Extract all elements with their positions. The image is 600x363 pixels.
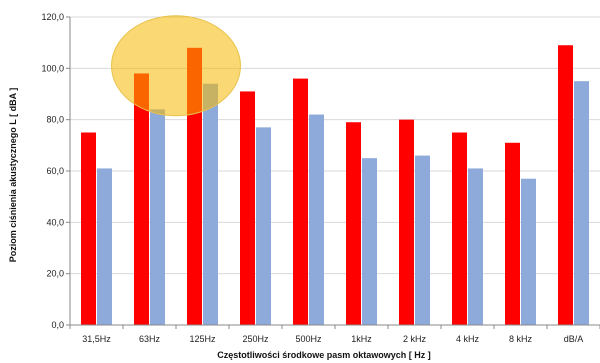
bar-series-2 <box>574 81 589 326</box>
bar-series-1 <box>81 132 96 325</box>
y-tick-label: 60,0 <box>46 166 64 176</box>
y-tick-label: 20,0 <box>46 269 64 279</box>
bar-series-2 <box>256 127 271 325</box>
x-tick-label: 31,5Hz <box>82 334 111 344</box>
bar-series-2 <box>362 158 377 325</box>
bar-series-1 <box>240 91 255 325</box>
y-tick-label: 120,0 <box>41 12 64 22</box>
bar-series-1 <box>399 119 414 326</box>
highlight-ellipse <box>111 15 241 117</box>
bar-series-1 <box>558 45 573 325</box>
y-tick-label: 100,0 <box>41 63 64 73</box>
bar-series-2 <box>521 178 536 325</box>
x-tick-label: dB/A <box>564 334 584 344</box>
bar-series-1 <box>134 73 149 325</box>
bar-series-1 <box>187 47 202 326</box>
axes <box>66 16 600 329</box>
y-tick-label: 80,0 <box>46 115 64 125</box>
y-tick-label: 0,0 <box>51 320 64 330</box>
bar-series-1 <box>346 122 361 325</box>
x-tick-label: 63Hz <box>139 334 161 344</box>
x-tick-label: 2 kHz <box>403 334 427 344</box>
bar-series-2 <box>97 168 112 325</box>
bar-series-2 <box>468 168 483 325</box>
x-tick-label: 500Hz <box>295 334 322 344</box>
bars <box>81 45 589 326</box>
tick-labels: 0,0 20,0 40,0 60,0 80,0 100,0 120,0 31,5Hz 63Hz 1… <box>41 12 583 344</box>
bar-series-2 <box>203 83 218 325</box>
bar-series-1 <box>505 142 520 325</box>
bar-series-1 <box>452 132 467 325</box>
bar-series-2 <box>150 109 165 326</box>
bar-series-1 <box>293 78 308 325</box>
bar-series-2 <box>309 114 324 326</box>
x-tick-label: 4 kHz <box>456 334 480 344</box>
x-axis-label: Częstotliwości środkowe pasm oktawowych … <box>217 350 431 360</box>
x-tick-label: 125Hz <box>189 334 216 344</box>
x-tick-label: 250Hz <box>242 334 269 344</box>
y-tick-label: 40,0 <box>46 217 64 227</box>
x-tick-label: 8 kHz <box>509 334 533 344</box>
y-axis-label: Poziom ciśnienia akustycznego L [ dBA ] <box>8 88 18 263</box>
highlight-ellipse-shape <box>111 15 241 117</box>
x-tick-label: 1kHz <box>351 334 372 344</box>
bar-series-2 <box>415 155 430 325</box>
